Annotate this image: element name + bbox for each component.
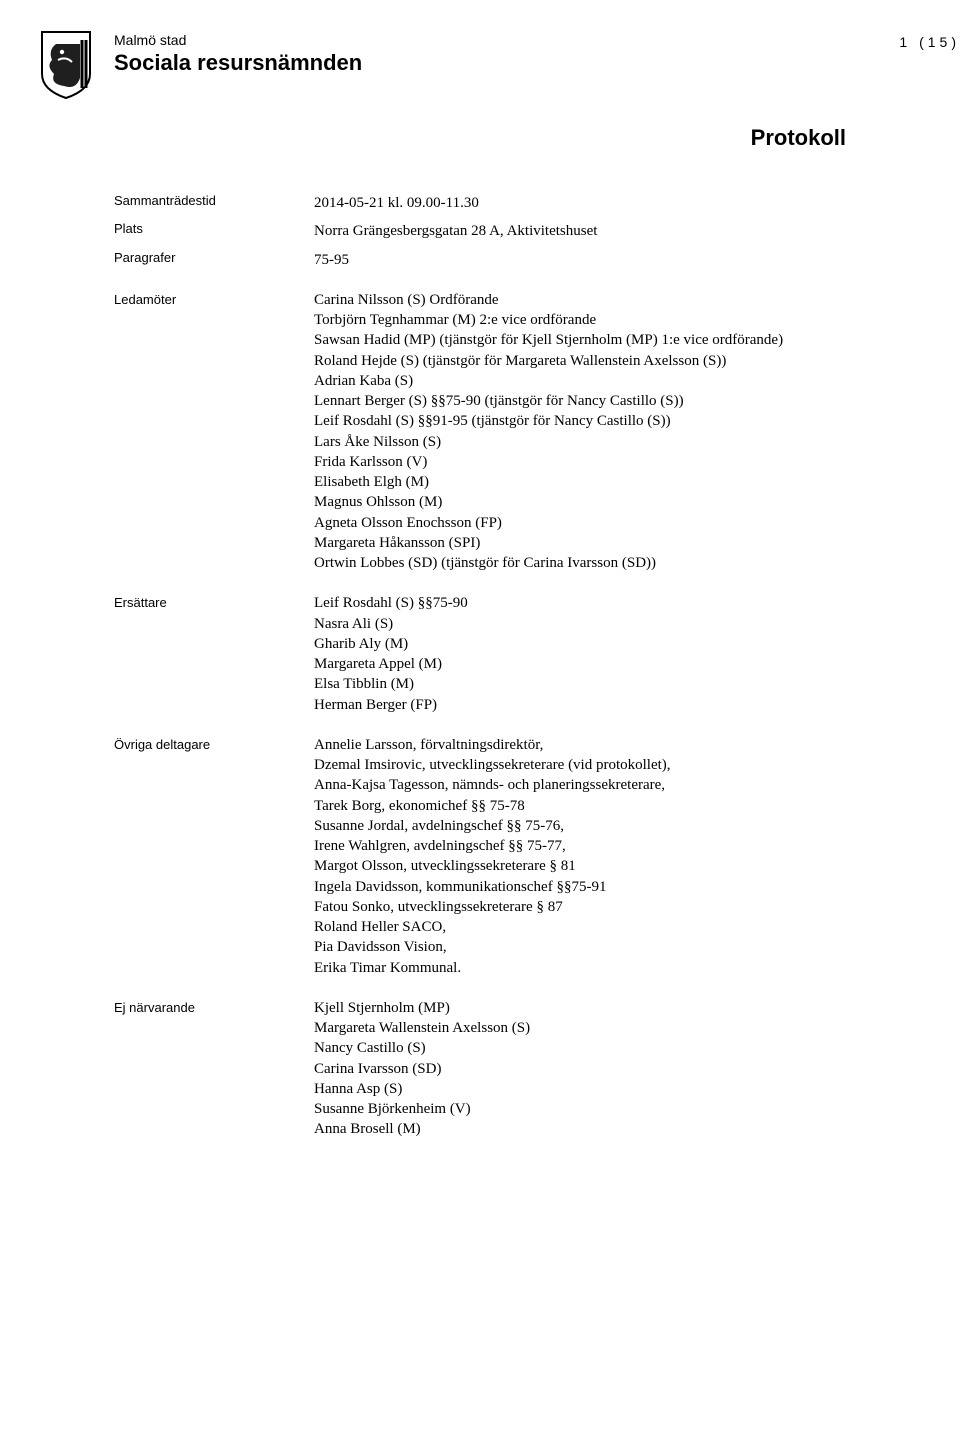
list-item: Roland Hejde (S) (tjänstgör för Margaret… (314, 351, 924, 371)
list-item: Hanna Asp (S) (314, 1079, 924, 1099)
ersattare-body: Leif Rosdahl (S) §§75-90Nasra Ali (S)Gha… (314, 593, 924, 715)
list-item: Elisabeth Elgh (M) (314, 472, 924, 492)
list-item: Kjell Stjernholm (MP) (314, 998, 924, 1018)
list-item: Tarek Borg, ekonomichef §§ 75-78 (314, 796, 924, 816)
list-item: Nasra Ali (S) (314, 614, 924, 634)
list-item: Ingela Davidsson, kommunikationschef §§7… (314, 877, 924, 897)
list-item: Margot Olsson, utvecklingssekreterare § … (314, 856, 924, 876)
list-item: Margareta Håkansson (SPI) (314, 533, 924, 553)
logo-cell (36, 28, 114, 105)
ledamoter-body: Carina Nilsson (S) OrdförandeTorbjörn Te… (314, 290, 924, 574)
page-count: 1 (15) (899, 34, 960, 50)
list-item: Frida Karlsson (V) (314, 452, 924, 472)
list-item: Susanne Jordal, avdelningschef §§ 75-76, (314, 816, 924, 836)
title-cell: Malmö stad Sociala resursnämnden (114, 28, 924, 76)
list-item: Roland Heller SACO, (314, 917, 924, 937)
list-item: Sawsan Hadid (MP) (tjänstgör för Kjell S… (314, 330, 924, 350)
list-item: Carina Nilsson (S) Ordförande (314, 290, 924, 310)
ovriga-body: Annelie Larsson, förvaltningsdirektör,Dz… (314, 735, 924, 978)
doc-type: Protokoll (751, 125, 846, 150)
list-item: Margareta Appel (M) (314, 654, 924, 674)
list-item: Irene Wahlgren, avdelningschef §§ 75-77, (314, 836, 924, 856)
malmo-logo-icon (36, 30, 96, 100)
list-item: Herman Berger (FP) (314, 695, 924, 715)
list-item: Magnus Ohlsson (M) (314, 492, 924, 512)
list-item: Annelie Larsson, förvaltningsdirektör, (314, 735, 924, 755)
ovriga-label: Övriga deltagare (114, 735, 314, 752)
list-item: Nancy Castillo (S) (314, 1038, 924, 1058)
list-item: Elsa Tibblin (M) (314, 674, 924, 694)
list-item: Leif Rosdahl (S) §§75-90 (314, 593, 924, 613)
meta-paragraphs-label: Paragrafer (114, 250, 314, 265)
ledamoter-label: Ledamöter (114, 290, 314, 307)
list-item: Erika Timar Kommunal. (314, 958, 924, 978)
doc-type-row: Protokoll (36, 125, 924, 151)
header: Malmö stad Sociala resursnämnden 1 (15) (36, 28, 924, 105)
meta-time-label: Sammanträdestid (114, 193, 314, 208)
committee-name: Sociala resursnämnden (114, 50, 924, 76)
list-item: Fatou Sonko, utvecklingssekreterare § 87 (314, 897, 924, 917)
ersattare-section: Ersättare Leif Rosdahl (S) §§75-90Nasra … (36, 593, 924, 715)
list-item: Adrian Kaba (S) (314, 371, 924, 391)
list-item: Dzemal Imsirovic, utvecklingssekreterare… (314, 755, 924, 775)
meta-paragraphs-value: 75-95 (314, 250, 924, 270)
list-item: Pia Davidsson Vision, (314, 937, 924, 957)
list-item: Anna Brosell (M) (314, 1119, 924, 1139)
meta-place: Plats Norra Grängesbergsgatan 28 A, Akti… (114, 221, 924, 241)
meta-place-label: Plats (114, 221, 314, 236)
meta-block: Sammanträdestid 2014-05-21 kl. 09.00-11.… (36, 193, 924, 270)
ovriga-section: Övriga deltagare Annelie Larsson, förval… (36, 735, 924, 978)
ej-narvarande-label: Ej närvarande (114, 998, 314, 1015)
list-item: Agneta Olsson Enochsson (FP) (314, 513, 924, 533)
meta-paragraphs: Paragrafer 75-95 (114, 250, 924, 270)
list-item: Lars Åke Nilsson (S) (314, 432, 924, 452)
page: Malmö stad Sociala resursnämnden 1 (15) … (0, 0, 960, 1440)
org-name: Malmö stad (114, 32, 924, 48)
ej-narvarande-body: Kjell Stjernholm (MP)Margareta Wallenste… (314, 998, 924, 1140)
meta-time: Sammanträdestid 2014-05-21 kl. 09.00-11.… (114, 193, 924, 213)
list-item: Carina Ivarsson (SD) (314, 1059, 924, 1079)
meta-time-value: 2014-05-21 kl. 09.00-11.30 (314, 193, 924, 213)
list-item: Torbjörn Tegnhammar (M) 2:e vice ordföra… (314, 310, 924, 330)
list-item: Margareta Wallenstein Axelsson (S) (314, 1018, 924, 1038)
list-item: Anna-Kajsa Tagesson, nämnds- och planeri… (314, 775, 924, 795)
list-item: Ortwin Lobbes (SD) (tjänstgör för Carina… (314, 553, 924, 573)
list-item: Gharib Aly (M) (314, 634, 924, 654)
ledamoter-section: Ledamöter Carina Nilsson (S) OrdförandeT… (36, 290, 924, 574)
ersattare-label: Ersättare (114, 593, 314, 610)
meta-place-value: Norra Grängesbergsgatan 28 A, Aktivitets… (314, 221, 924, 241)
list-item: Leif Rosdahl (S) §§91-95 (tjänstgör för … (314, 411, 924, 431)
list-item: Lennart Berger (S) §§75-90 (tjänstgör fö… (314, 391, 924, 411)
list-item: Susanne Björkenheim (V) (314, 1099, 924, 1119)
ej-narvarande-section: Ej närvarande Kjell Stjernholm (MP)Marga… (36, 998, 924, 1140)
